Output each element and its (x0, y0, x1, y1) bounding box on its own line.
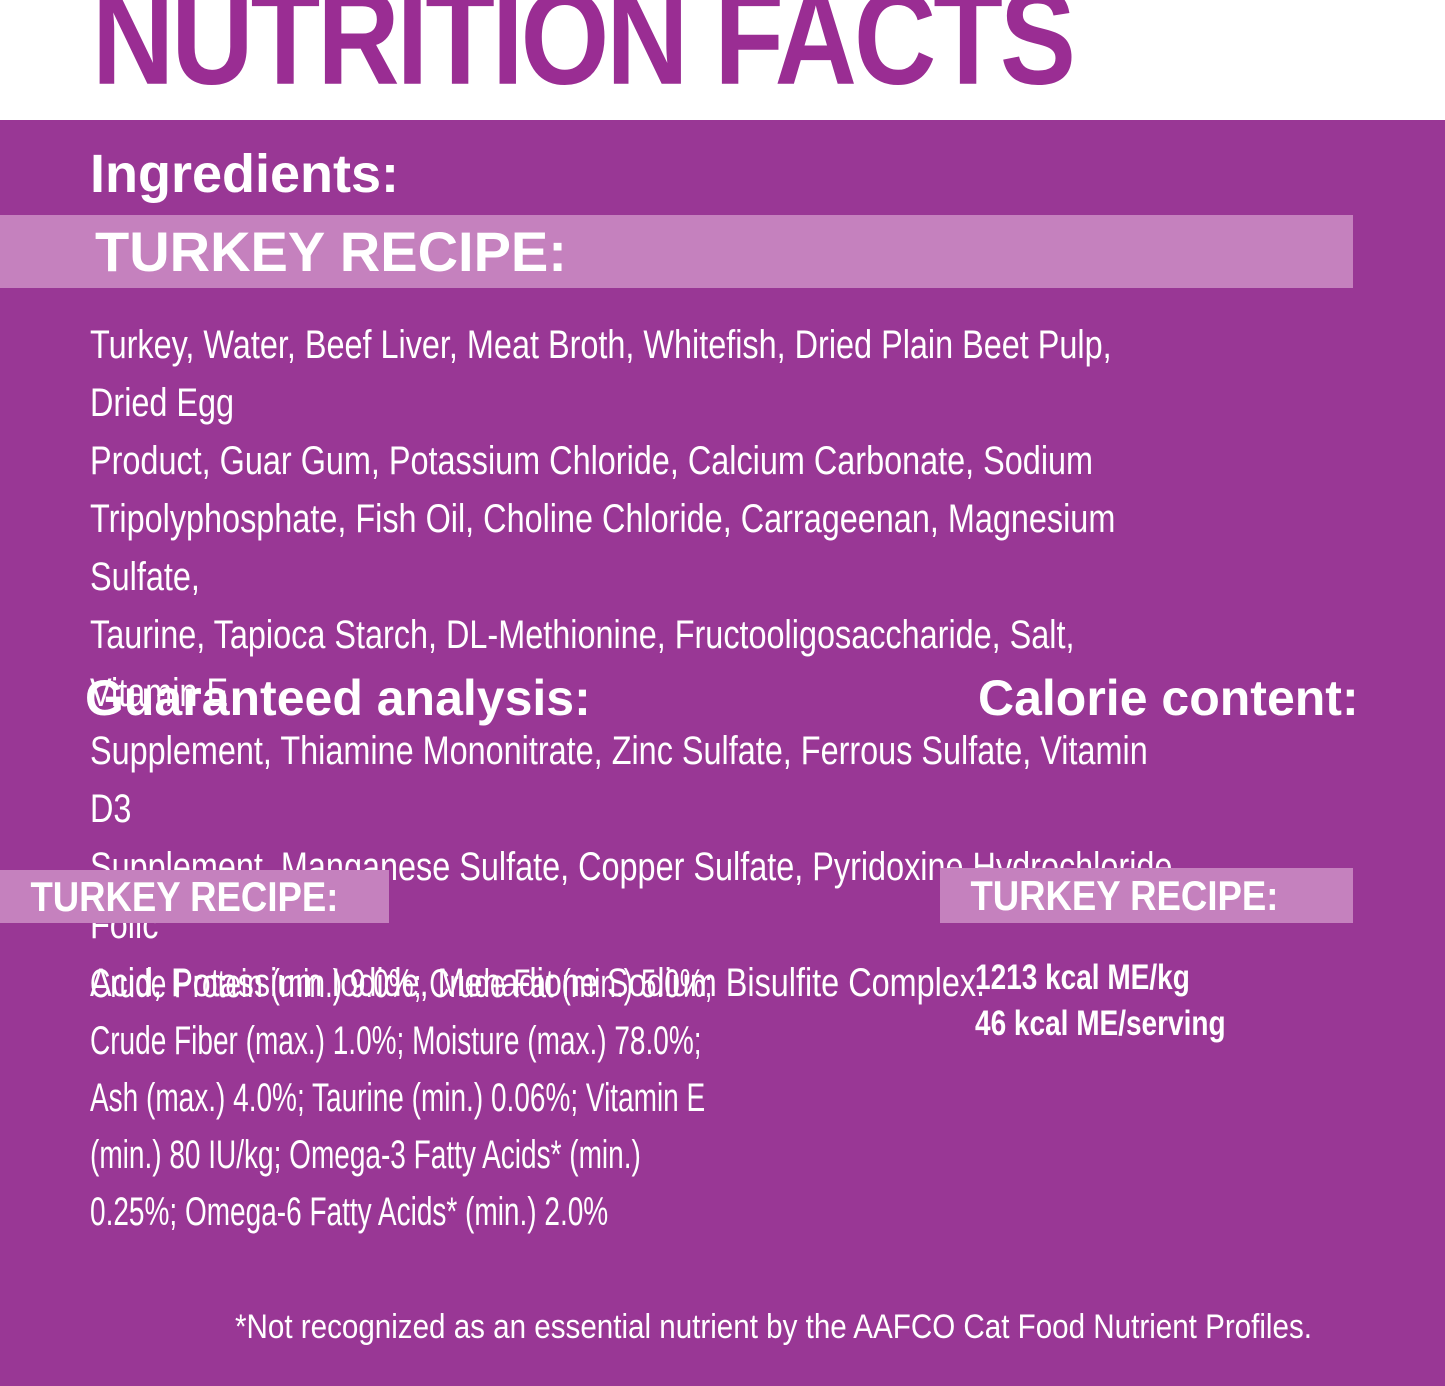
ingredients-recipe-band-label: TURKEY RECIPE: (95, 220, 567, 283)
label-body-panel: Ingredients: TURKEY RECIPE: Turkey, Wate… (0, 120, 1445, 1386)
guaranteed-analysis-recipe-band-label: TURKEY RECIPE: (30, 873, 339, 920)
calorie-content-values: 1213 kcal ME/kg 46 kcal ME/serving (975, 958, 1226, 1043)
guaranteed-analysis-recipe-band: TURKEY RECIPE: (0, 870, 389, 923)
calorie-content-heading: Calorie content: (978, 670, 1359, 726)
calorie-content-recipe-band: TURKEY RECIPE: (940, 868, 1353, 923)
guaranteed-analysis-values: Crude Protein (min.) 9.0%; Crude Fat (mi… (90, 962, 713, 1234)
ingredients-heading: Ingredients: (90, 144, 400, 204)
guaranteed-analysis-heading: Guaranteed analysis: (85, 670, 591, 726)
aafco-footnote: *Not recognized as an essential nutrient… (235, 1308, 1312, 1346)
ingredients-recipe-band: TURKEY RECIPE: (0, 215, 1353, 288)
calorie-content-recipe-band-label: TURKEY RECIPE: (970, 872, 1279, 919)
ingredients-list: Turkey, Water, Beef Liver, Meat Broth, W… (90, 323, 1182, 1005)
page-title: NUTRITION FACTS (92, 0, 1076, 114)
